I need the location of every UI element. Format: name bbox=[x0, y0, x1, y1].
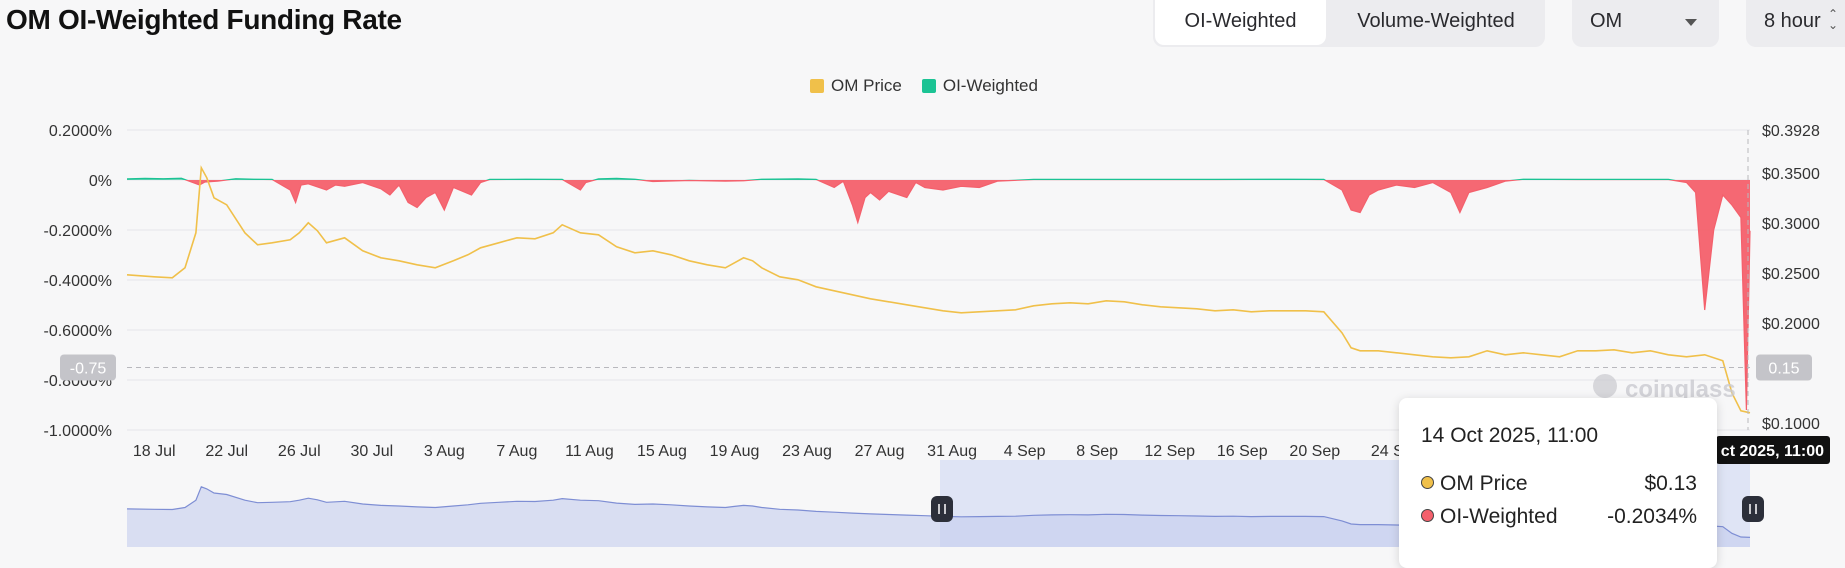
y-left-tick-label: -0.2000% bbox=[44, 223, 113, 240]
x-tick-label: 4 Sep bbox=[1004, 443, 1046, 460]
crosshair-right-label: 0.15 bbox=[1768, 361, 1799, 378]
interval-select-value: 8 hour bbox=[1764, 10, 1821, 32]
pause-grip-icon bbox=[1742, 496, 1764, 522]
y-right-tick-label: $0.2500 bbox=[1762, 266, 1820, 283]
pause-grip-icon bbox=[931, 496, 953, 522]
legend-swatch-funding bbox=[921, 79, 936, 93]
x-tick-label: 19 Aug bbox=[710, 443, 760, 460]
tab-volume-weighted[interactable]: Volume-Weighted bbox=[1357, 10, 1515, 32]
chart-series bbox=[126, 165, 1751, 414]
crosshair-x-badge bbox=[1716, 436, 1830, 464]
interval-select[interactable]: 8 hour ⌃ ⌄ bbox=[1746, 0, 1845, 47]
y-left-tick-label: -1.0000% bbox=[44, 423, 113, 440]
x-tick-label: 23 Aug bbox=[782, 443, 832, 460]
tooltip-row-price: OM Price $0.13 bbox=[1421, 472, 1697, 496]
tooltip-row-funding: OI-Weighted -0.2034% bbox=[1421, 505, 1697, 529]
y-left-tick-label: -0.6000% bbox=[44, 323, 113, 340]
x-tick-label: 16 Sep bbox=[1217, 443, 1268, 460]
x-tick-label: 22 Jul bbox=[205, 443, 248, 460]
x-tick-label: 3 Aug bbox=[424, 443, 465, 460]
y-right-tick-label: $0.3500 bbox=[1762, 166, 1820, 183]
x-tick-label: 26 Jul bbox=[278, 443, 321, 460]
funding-area-positive bbox=[127, 178, 1750, 180]
chart-tooltip: 14 Oct 2025, 11:00 OM Price $0.13 OI-Wei… bbox=[1399, 398, 1717, 568]
price-line bbox=[126, 165, 1751, 414]
watermark-logo-icon bbox=[1593, 374, 1617, 398]
up-down-chevron-icon: ⌃ ⌄ bbox=[1827, 7, 1838, 32]
x-tick-label: 20 Sep bbox=[1289, 443, 1340, 460]
chart-legend: OM Price OI-Weighted bbox=[810, 76, 1038, 96]
y-left-tick-label: 0% bbox=[89, 173, 112, 190]
legend-label-price: OM Price bbox=[831, 76, 902, 95]
coin-select-value: OM bbox=[1590, 10, 1623, 32]
tooltip-value-price: $0.13 bbox=[1644, 472, 1697, 495]
x-tick-label: 8 Sep bbox=[1076, 443, 1118, 460]
tooltip-dot-funding bbox=[1421, 509, 1434, 522]
crosshair-x-label: ct 2025, 11:00 bbox=[1721, 443, 1824, 460]
x-tick-label: 12 Sep bbox=[1144, 443, 1195, 460]
tooltip-value-funding: -0.2034% bbox=[1607, 505, 1697, 528]
x-tick-label: 11 Aug bbox=[565, 443, 614, 460]
weighting-toggle: OI-Weighted Volume-Weighted bbox=[1153, 0, 1545, 47]
crosshair-left-label: -0.75 bbox=[70, 361, 107, 378]
funding-line-negative bbox=[184, 180, 1751, 411]
crosshair-left-badge bbox=[60, 354, 116, 381]
y-left-tick-label: -0.4000% bbox=[44, 273, 113, 290]
x-tick-label: 15 Aug bbox=[637, 443, 687, 460]
tooltip-label-funding: OI-Weighted bbox=[1440, 505, 1558, 528]
chevron-down-icon bbox=[1685, 19, 1697, 26]
coin-select[interactable]: OM bbox=[1572, 0, 1719, 47]
legend-item-price[interactable]: OM Price bbox=[810, 76, 902, 96]
tab-oi-weighted[interactable]: OI-Weighted bbox=[1155, 0, 1326, 45]
tooltip-date: 14 Oct 2025, 11:00 bbox=[1421, 424, 1599, 447]
y-left-tick-label: 0.2000% bbox=[49, 123, 112, 140]
y-right-tick-label: $0.1000 bbox=[1762, 416, 1820, 433]
legend-label-funding: OI-Weighted bbox=[942, 76, 1038, 95]
x-tick-label: 30 Jul bbox=[350, 443, 393, 460]
tooltip-label-price: OM Price bbox=[1440, 472, 1528, 495]
navigator-handle-right[interactable] bbox=[1742, 496, 1764, 522]
crosshair-right-badge bbox=[1756, 354, 1812, 381]
y-right-tick-label: $0.3000 bbox=[1762, 216, 1820, 233]
y-right-tick-label: $0.2000 bbox=[1762, 316, 1820, 333]
funding-line-positive bbox=[126, 177, 1676, 180]
x-tick-label: 24 S bbox=[1371, 443, 1404, 460]
x-tick-label: 7 Aug bbox=[496, 443, 537, 460]
legend-item-funding[interactable]: OI-Weighted bbox=[921, 76, 1038, 96]
x-tick-label: 27 Aug bbox=[855, 443, 905, 460]
legend-swatch-price bbox=[810, 79, 824, 93]
navigator-handle-left[interactable] bbox=[931, 496, 953, 522]
page-title: OM OI-Weighted Funding Rate bbox=[6, 4, 402, 35]
y-right-tick-label: $0.3928 bbox=[1762, 123, 1820, 140]
x-tick-label: 31 Aug bbox=[927, 443, 977, 460]
tooltip-dot-price bbox=[1421, 476, 1434, 489]
chart-grid bbox=[127, 129, 1750, 431]
x-tick-label: 18 Jul bbox=[133, 443, 176, 460]
funding-area-negative bbox=[127, 180, 1750, 410]
